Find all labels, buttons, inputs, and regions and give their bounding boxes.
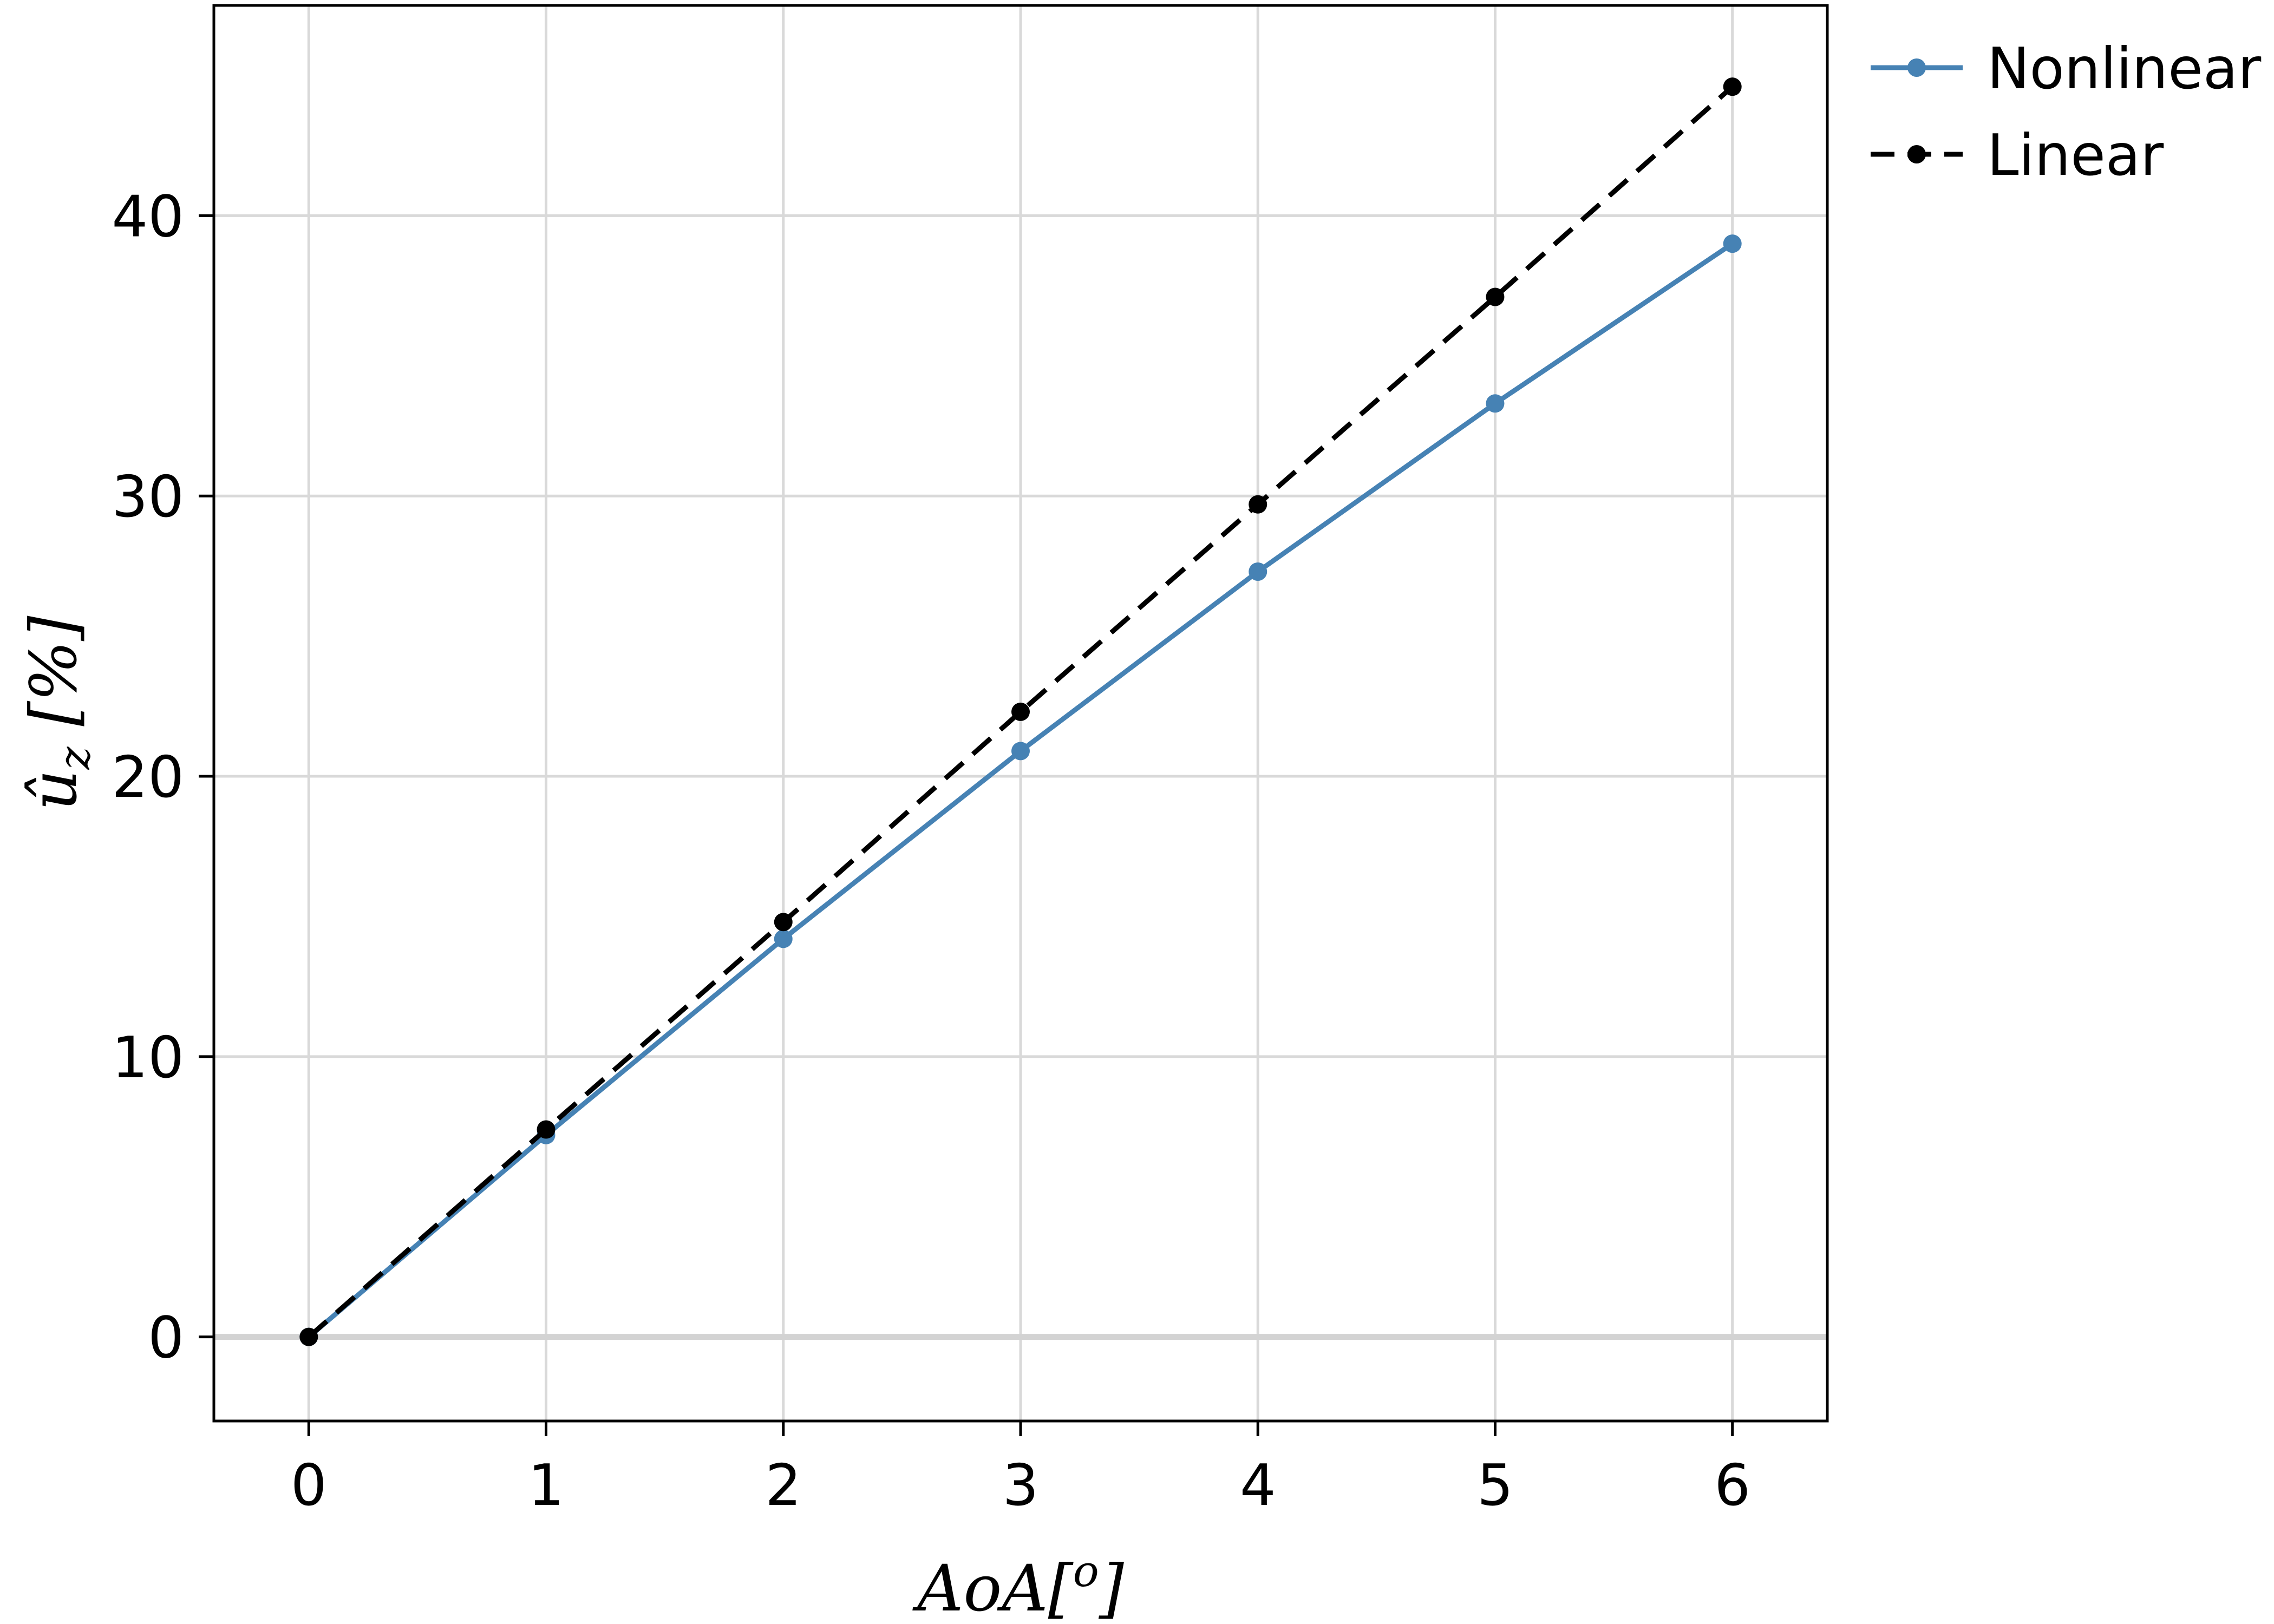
x-axis-title: AoA[o] <box>912 1546 1125 1624</box>
data-point <box>1723 77 1742 96</box>
x-tick-label: 2 <box>765 1452 801 1518</box>
legend-item-linear: Linear <box>1871 122 2164 188</box>
legend-label: Nonlinear <box>1987 36 2262 102</box>
data-point <box>537 1120 556 1139</box>
y-tick-label: 40 <box>112 184 184 250</box>
data-point <box>1011 742 1030 761</box>
y-tick-label: 0 <box>148 1305 184 1371</box>
y-tick-label: 10 <box>112 1025 184 1091</box>
data-point <box>1011 702 1030 721</box>
y-axis-title: ûz [%] <box>16 615 100 811</box>
data-point <box>1249 562 1267 581</box>
x-axis: 0 1 2 3 4 5 6 <box>291 1421 1750 1518</box>
data-point <box>1249 495 1267 514</box>
x-axis-title-close: ] <box>1098 1551 1125 1624</box>
x-tick-label: 0 <box>291 1452 327 1518</box>
data-point <box>774 929 793 948</box>
data-point <box>1723 234 1742 253</box>
x-tick-label: 6 <box>1714 1452 1750 1518</box>
legend-marker <box>1907 58 1926 77</box>
x-tick-label: 4 <box>1240 1452 1276 1518</box>
x-tick-label: 1 <box>528 1452 564 1518</box>
data-point <box>299 1327 318 1346</box>
y-axis-title-sub: z <box>49 746 100 770</box>
series-linear <box>299 77 1742 1346</box>
legend: Nonlinear Linear <box>1871 36 2262 188</box>
x-axis-title-sup: o <box>1073 1546 1099 1596</box>
x-tick-label: 3 <box>1003 1452 1039 1518</box>
x-axis-title-main: AoA[ <box>912 1551 1074 1624</box>
legend-marker <box>1907 145 1926 163</box>
y-axis: 0 10 20 30 40 <box>112 184 214 1371</box>
data-point <box>1486 394 1505 413</box>
data-point <box>1486 287 1505 306</box>
y-axis-title-main: û <box>16 769 91 810</box>
data-point <box>774 913 793 932</box>
x-tick-label: 5 <box>1477 1452 1513 1518</box>
series-layer <box>299 77 1742 1346</box>
y-axis-title-unit: [%] <box>16 615 91 747</box>
grid <box>214 5 1827 1421</box>
legend-item-nonlinear: Nonlinear <box>1871 36 2262 102</box>
y-tick-label: 20 <box>112 744 184 810</box>
legend-label: Linear <box>1987 122 2164 188</box>
y-tick-label: 30 <box>112 464 184 530</box>
